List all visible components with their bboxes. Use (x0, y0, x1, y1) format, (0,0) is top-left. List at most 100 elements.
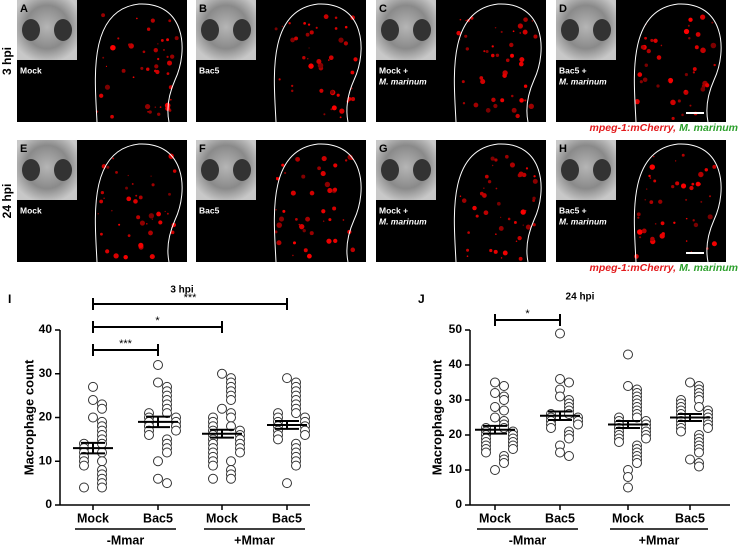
significance-label: * (525, 308, 530, 320)
macrophage-signal (681, 153, 685, 157)
panel-letter: G (379, 143, 388, 155)
macrophage-signal (343, 41, 349, 46)
macrophage-signal (328, 59, 330, 61)
macrophage-signal (519, 32, 521, 34)
macrophage-signal (274, 27, 278, 31)
macrophage-signal (153, 47, 158, 53)
treatment-label: M. marinum (559, 216, 607, 226)
macrophage-signal (118, 223, 121, 226)
macrophage-signal (174, 36, 179, 41)
macrophage-signal (636, 229, 643, 235)
macrophage-signal (281, 25, 284, 28)
macrophage-signal (707, 214, 713, 220)
data-point (97, 456, 107, 467)
caption-reporter: mpeg-1:mCherry (590, 122, 675, 134)
macrophage-signal (155, 69, 160, 75)
macrophage-signal (466, 255, 469, 258)
y-axis-label: Macrophage count (21, 359, 36, 475)
data-point (499, 381, 509, 391)
macrophage-signal (500, 30, 503, 34)
data-point (153, 456, 163, 467)
macrophage-signal (144, 103, 151, 110)
macrophage-signal (121, 68, 126, 73)
macrophage-signal (326, 238, 332, 244)
macrophage-signal (510, 53, 514, 58)
macrophage-signal (485, 108, 491, 113)
eye (22, 19, 40, 41)
macrophage-signal (711, 21, 714, 24)
macrophage-signal (160, 38, 164, 42)
macrophage-signal (467, 231, 470, 234)
macrophage-signal (459, 18, 462, 21)
macrophage-signal (505, 154, 509, 159)
y-tick-label: 40 (39, 322, 53, 336)
caption-species: M. marinum (679, 122, 738, 134)
macrophage-signal (495, 187, 498, 190)
data-point (703, 423, 713, 433)
data-point (623, 381, 633, 391)
data-point (217, 403, 227, 414)
macrophage-signal (692, 71, 695, 74)
caption-separator: , (672, 122, 676, 134)
macrophage-signal (684, 89, 687, 92)
macrophage-signal (494, 158, 498, 162)
macrophage-signal (473, 102, 479, 108)
data-point (623, 472, 633, 482)
y-tick-label: 20 (449, 427, 463, 441)
macrophage-signal (288, 21, 291, 25)
macrophage-signal (524, 209, 527, 212)
macrophage-signal (110, 44, 116, 51)
macrophage-signal (671, 185, 675, 189)
data-point (490, 402, 500, 412)
data-point (88, 412, 98, 423)
data-point (694, 461, 704, 472)
macrophage-signal (462, 102, 466, 105)
x-tick-label: Mock (479, 511, 511, 525)
data-point (555, 391, 565, 402)
panel-letter: A (20, 3, 28, 15)
macrophage-signal (685, 198, 688, 201)
y-tick-label: 0 (455, 497, 462, 511)
macrophage-signal (487, 179, 492, 184)
macrophage-signal (691, 182, 695, 186)
macrophage-signal (671, 116, 675, 121)
macrophage-signal (102, 164, 105, 167)
macrophage-signal (465, 47, 469, 51)
macrophage-signal (291, 84, 294, 88)
macrophage-signal (328, 218, 332, 222)
data-point (300, 430, 310, 440)
macrophage-signal (700, 86, 706, 92)
macrophage-signal (483, 50, 486, 53)
macrophage-signal (156, 211, 161, 217)
macrophage-signal (456, 30, 461, 36)
macrophage-signal (653, 179, 657, 183)
macrophage-signal (97, 213, 99, 215)
macrophage-signal (295, 218, 298, 221)
macrophage-signal (689, 104, 692, 107)
macrophage-signal (136, 215, 141, 220)
macrophage-signal (637, 216, 640, 219)
treatment-label: Bac5 + (559, 65, 587, 75)
macrophage-signal (475, 214, 479, 218)
macrophage-signal (517, 23, 523, 29)
eye (201, 159, 219, 181)
macrophage-signal (330, 108, 333, 111)
macrophage-signal (511, 107, 517, 113)
macrophage-signal (168, 19, 172, 23)
macrophage-signal (524, 99, 527, 102)
macrophage-signal (700, 200, 703, 203)
macrophage-signal (640, 45, 645, 50)
macrophage-signal (667, 77, 674, 83)
head-outline (273, 3, 362, 123)
macrophage-signal (100, 190, 105, 195)
macrophage-signal (117, 37, 120, 40)
macrophage-signal (276, 177, 280, 181)
panel-letter: J (418, 292, 425, 306)
macrophage-signal (459, 195, 462, 197)
macrophage-signal (485, 49, 489, 53)
macrophage-signal (712, 164, 717, 169)
macrophage-signal (507, 217, 511, 221)
macrophage-signal (148, 213, 155, 219)
macrophage-signal (294, 36, 299, 41)
macrophage-signal (353, 57, 358, 62)
